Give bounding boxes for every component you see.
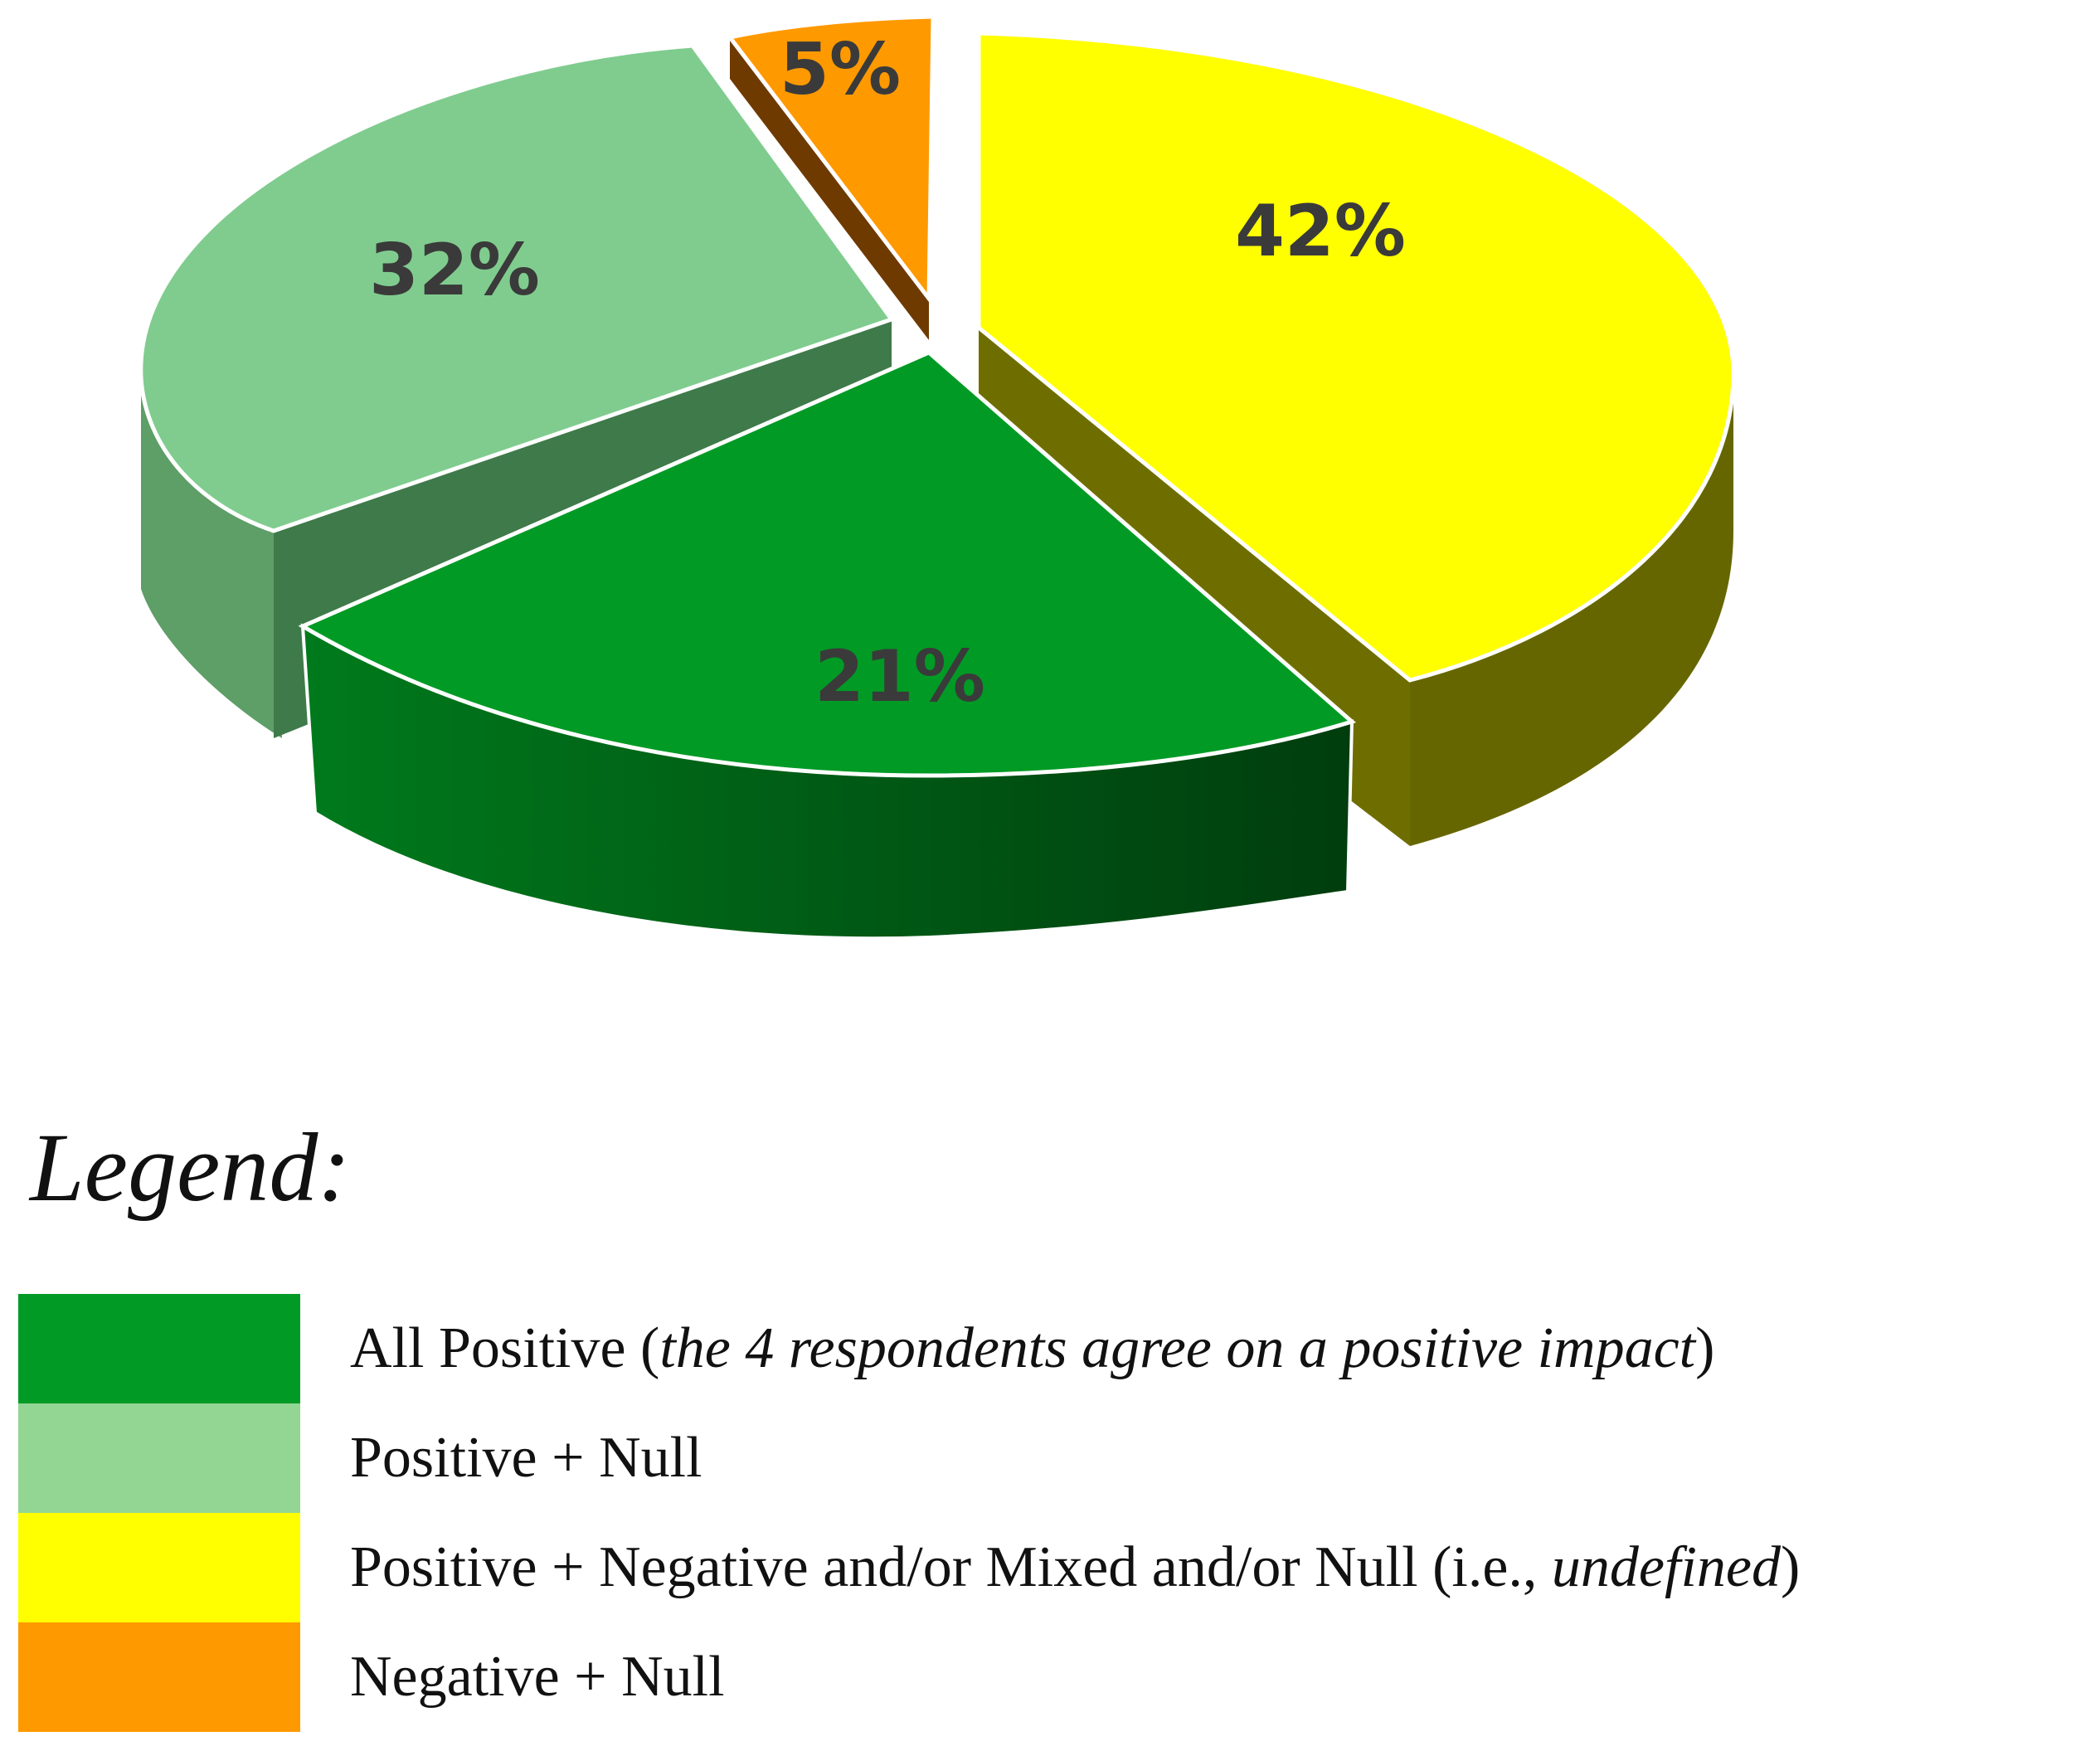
legend-label: Positive + Negative and/or Mixed and/or … <box>350 1535 1801 1599</box>
data-label-undefined: 42% <box>1235 190 1406 273</box>
legend-item-positive-null: Positive + Null <box>18 1403 1800 1513</box>
slice-top <box>139 43 896 533</box>
legend-label: Negative + Null <box>350 1645 725 1709</box>
data-label-negative-null: 5% <box>780 28 901 111</box>
legend-swatch <box>18 1622 300 1732</box>
legend-swatch <box>18 1294 300 1403</box>
pie-chart: 32% 5% 42% 21% <box>139 14 1736 941</box>
legend-item-all-positive: All Positive (the 4 respondents agree on… <box>18 1294 1800 1403</box>
legend-title: Legend: <box>30 1113 351 1222</box>
slice-side <box>1410 373 1733 846</box>
slice-top <box>298 350 1357 778</box>
data-label-all-positive: 21% <box>814 635 985 718</box>
legend-swatch <box>18 1513 300 1622</box>
legend-label: All Positive (the 4 respondents agree on… <box>350 1316 1715 1380</box>
legend-item-negative-null: Negative + Null <box>18 1622 1800 1732</box>
legend-item-undefined: Positive + Negative and/or Mixed and/or … <box>18 1513 1800 1622</box>
pie-slice-all-positive <box>298 350 1357 941</box>
legend: All Positive (the 4 respondents agree on… <box>18 1294 1800 1732</box>
slice-side <box>730 37 929 340</box>
pie-slice-negative-null <box>726 14 936 340</box>
slice-top <box>976 31 1736 683</box>
slice-top <box>726 14 936 305</box>
legend-swatch <box>18 1403 300 1513</box>
legend-label: Positive + Null <box>350 1426 702 1490</box>
data-label-positive-null: 32% <box>369 229 540 312</box>
